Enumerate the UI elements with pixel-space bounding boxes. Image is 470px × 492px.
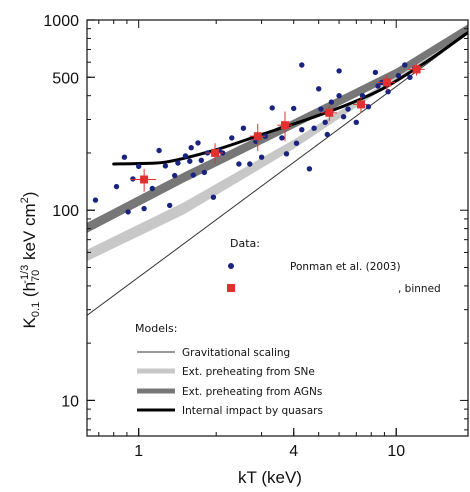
- model-band: [87, 26, 468, 262]
- x-tick-label: 1: [134, 443, 143, 460]
- data-point: [247, 161, 253, 167]
- data-point: [195, 140, 201, 146]
- binned-point: [412, 65, 421, 74]
- plot-frame: [86, 19, 469, 437]
- data-point: [136, 163, 142, 170]
- data-point: [113, 183, 120, 190]
- data-point: [229, 135, 235, 141]
- y-tick-label: 10: [61, 393, 79, 410]
- model-line: [87, 32, 468, 316]
- data-point: [353, 119, 359, 126]
- x-tick-label: 4: [289, 443, 298, 460]
- axis-ticks: [87, 19, 468, 436]
- y-tick-label: 500: [52, 70, 79, 87]
- data-point: [236, 161, 242, 167]
- model-bands: [87, 24, 468, 262]
- data-point: [328, 99, 335, 105]
- y-tick-label: 1000: [43, 13, 79, 30]
- data-point: [372, 69, 379, 76]
- data-point: [190, 172, 196, 178]
- legend-marker-ponman: [228, 263, 234, 269]
- data-point: [130, 176, 136, 182]
- data-point: [336, 93, 342, 99]
- data-point: [293, 140, 300, 146]
- data-point: [201, 169, 208, 176]
- data-point: [365, 104, 372, 110]
- data-point: [210, 194, 217, 200]
- data-point: [291, 105, 297, 112]
- data-point: [149, 185, 155, 192]
- x-tick-label: 10: [387, 443, 405, 460]
- data-point: [324, 131, 330, 138]
- data-point: [141, 205, 147, 212]
- plot-area: [87, 24, 468, 316]
- legend-label-quasars: Internal impact by quasars: [182, 405, 323, 417]
- data-point: [299, 62, 305, 68]
- data-point: [175, 160, 181, 166]
- data-point: [299, 127, 305, 133]
- legend-label-ponman: Ponman et al. (2003): [290, 261, 401, 273]
- data-point: [121, 154, 128, 160]
- data-point: [283, 151, 290, 157]
- data-point: [316, 86, 322, 92]
- data-point: [375, 83, 381, 89]
- data-point: [156, 147, 162, 154]
- legend-label-binned: , binned: [398, 283, 441, 295]
- data-point: [125, 209, 131, 215]
- binned-point: [253, 132, 262, 141]
- data-point: [162, 163, 169, 169]
- data-point: [198, 157, 204, 163]
- data-point: [395, 72, 402, 79]
- data-legend-title: Data:: [230, 237, 260, 250]
- y-axis-label: K0.1 (h70-1/3 keV cm2): [19, 192, 42, 329]
- binned-point: [357, 100, 365, 109]
- data-point: [269, 105, 275, 111]
- data-point: [407, 74, 413, 81]
- binned-point: [382, 78, 391, 87]
- data-point: [92, 197, 99, 203]
- data-point: [187, 158, 193, 164]
- data-point: [182, 153, 189, 159]
- legend-label-sne: Ext. preheating from SNe: [182, 366, 315, 378]
- y-tick-label: 100: [52, 203, 79, 220]
- data-point: [318, 106, 324, 112]
- svg-text:K0.1 (h70-1/3 keV cm2): K0.1 (h70-1/3 keV cm2): [19, 192, 42, 329]
- legend-marker-binned: [227, 284, 235, 292]
- data-point: [311, 125, 317, 131]
- binned-point: [211, 148, 220, 157]
- data-point: [345, 106, 351, 112]
- axis-tick-labels: 1 4 10 10 100 500 1000: [43, 13, 405, 460]
- legend-label-gravitational: Gravitational scaling: [182, 347, 290, 359]
- data-point: [279, 135, 285, 141]
- data-point: [340, 114, 347, 120]
- binned-point: [140, 175, 149, 184]
- data-point: [322, 119, 328, 126]
- data-point: [385, 89, 391, 95]
- legend-label-agn: Ext. preheating from AGNs: [182, 386, 322, 398]
- binned-point: [281, 121, 289, 130]
- models-legend: Models: Gravitational scaling Ext. prehe…: [135, 322, 323, 417]
- data-point: [258, 154, 265, 160]
- models-legend-title: Models:: [135, 322, 177, 335]
- data-point: [172, 172, 178, 179]
- data-points: [92, 62, 425, 215]
- data-point: [336, 68, 342, 74]
- x-axis-label: kT (keV): [238, 468, 302, 487]
- data-point: [402, 62, 408, 68]
- data-legend: Data: Ponman et al. (2003) , binned: [227, 237, 441, 295]
- binned-point: [325, 108, 334, 117]
- data-point: [167, 202, 173, 209]
- data-point: [306, 166, 313, 172]
- data-point: [188, 145, 194, 151]
- data-point: [240, 125, 247, 131]
